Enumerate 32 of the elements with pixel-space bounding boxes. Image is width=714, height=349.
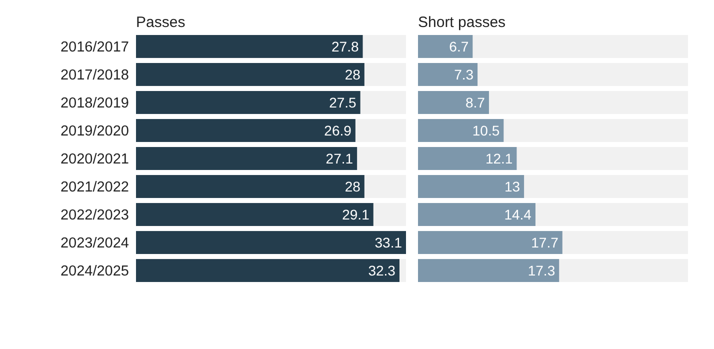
data-label: 6.7 — [449, 38, 469, 54]
data-label: 8.7 — [466, 94, 486, 110]
data-label: 13 — [504, 178, 520, 194]
data-label: 10.5 — [472, 122, 500, 138]
data-label: 33.1 — [374, 234, 402, 250]
data-label: 28 — [344, 178, 361, 194]
data-label: 27.1 — [326, 150, 354, 166]
bar — [418, 63, 478, 86]
y-tick-label: 2022/2023 — [60, 208, 129, 224]
data-label: 12.1 — [485, 150, 513, 166]
y-tick-label: 2020/2021 — [60, 152, 129, 168]
data-label: 17.7 — [531, 234, 559, 250]
y-tick-label: 2018/2019 — [60, 96, 129, 112]
y-tick-label: 2017/2018 — [60, 68, 129, 84]
chart-title: Passes — [136, 14, 186, 31]
data-label: 7.3 — [454, 66, 474, 82]
data-label: 14.4 — [504, 206, 532, 222]
y-tick-label: 2023/2024 — [60, 236, 129, 252]
y-tick-label: 2024/2025 — [60, 264, 129, 280]
bar — [418, 35, 473, 58]
data-label: 26.9 — [324, 122, 352, 138]
data-label: 27.5 — [329, 94, 357, 110]
data-label: 32.3 — [368, 262, 396, 278]
y-tick-label: 2016/2017 — [60, 40, 129, 56]
bar — [136, 259, 400, 282]
y-tick-label: 2021/2022 — [60, 180, 129, 196]
chart-title: Short passes — [418, 14, 506, 31]
data-label: 27.8 — [332, 38, 359, 54]
data-label: 28 — [344, 66, 361, 82]
data-label: 17.3 — [528, 262, 556, 278]
data-label: 29.1 — [342, 206, 370, 222]
y-tick-label: 2019/2020 — [60, 124, 129, 140]
